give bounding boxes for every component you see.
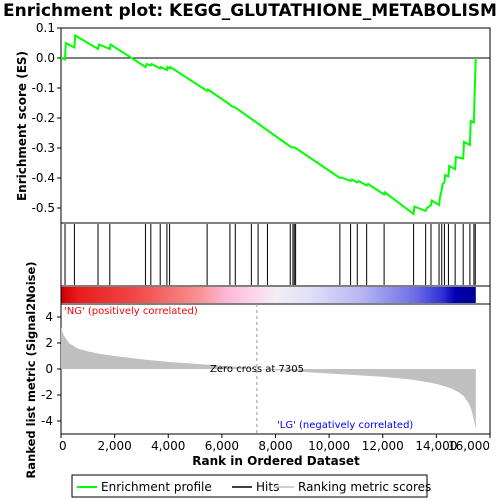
es-y-tick-label: 0.0 xyxy=(36,51,55,65)
enrichment-y-axis-label: Enrichment score (ES) xyxy=(15,51,29,201)
legend: Enrichment profile Hits Ranking metric s… xyxy=(71,474,431,498)
positive-correlation-label: 'NG' (positively correlated) xyxy=(64,306,198,317)
ranked-y-axis-label: Ranked list metric (Signal2Noise) xyxy=(24,261,38,478)
rank-color-bar xyxy=(60,285,491,305)
es-y-tick-label: -0.3 xyxy=(32,141,55,155)
legend-metric-label: Ranking metric scores xyxy=(298,480,431,494)
ranked-y-tick-label: 0 xyxy=(45,362,53,376)
ranked-y-tick-label: 2 xyxy=(45,336,53,350)
ranked-y-tick-label: -4 xyxy=(41,414,53,428)
hits-panel xyxy=(60,222,491,287)
color-bar-gradient xyxy=(61,287,476,303)
es-y-tick-label: -0.1 xyxy=(32,81,55,95)
legend-box xyxy=(71,474,428,498)
es-y-tick-label: -0.5 xyxy=(32,201,55,215)
x-tick-label: 10,000 xyxy=(308,439,350,453)
es-y-tick-label: 0.1 xyxy=(36,21,55,35)
ranked-y-axis: 4 2 0 -2 -4 xyxy=(41,310,61,428)
es-y-tick-label: -0.4 xyxy=(32,171,55,185)
x-tick-label: 2,000 xyxy=(97,439,131,453)
x-tick-label: 12,000 xyxy=(362,439,404,453)
enrichment-y-axis: 0.1 0.0 -0.1 -0.2 -0.3 -0.4 -0.5 xyxy=(32,21,61,215)
enrichment-profile-line xyxy=(60,33,477,216)
ranked-y-tick-label: -2 xyxy=(41,388,53,402)
chart-title: Enrichment plot: KEGG_GLUTATHIONE_METABO… xyxy=(3,1,497,21)
legend-hits-label: Hits xyxy=(256,480,279,494)
ranked-metric-panel: 4 2 0 -2 -4 'NG' (positively correlated) 'LG… xyxy=(24,261,491,479)
negative-correlation-label: 'LG' (negatively correlated) xyxy=(277,420,413,431)
x-tick-label: 16,000 xyxy=(448,439,490,453)
ranked-y-tick-label: 4 xyxy=(45,310,53,324)
zero-cross-label: Zero cross at 7305 xyxy=(210,364,304,375)
legend-enrichment-label: Enrichment profile xyxy=(101,480,212,494)
x-tick-label: 14,000 xyxy=(415,439,457,453)
x-tick-label: 0 xyxy=(59,439,67,453)
x-tick-label: 4,000 xyxy=(151,439,185,453)
enrichment-plot-frame xyxy=(60,27,491,224)
es-y-tick-label: -0.2 xyxy=(32,111,55,125)
x-tick-label: 6,000 xyxy=(205,439,239,453)
enrichment-panel: 0.1 0.0 -0.1 -0.2 -0.3 -0.4 -0.5 Enrichment sc… xyxy=(15,21,491,224)
x-axis: 0 2,000 4,000 6,000 8,000 10,000 12,000 14,0001… xyxy=(59,434,491,453)
hits-frame xyxy=(60,222,491,287)
x-tick-label: 8,000 xyxy=(258,439,292,453)
x-axis-label: Rank in Ordered Dataset xyxy=(192,454,360,468)
hit-ticks xyxy=(64,224,476,285)
